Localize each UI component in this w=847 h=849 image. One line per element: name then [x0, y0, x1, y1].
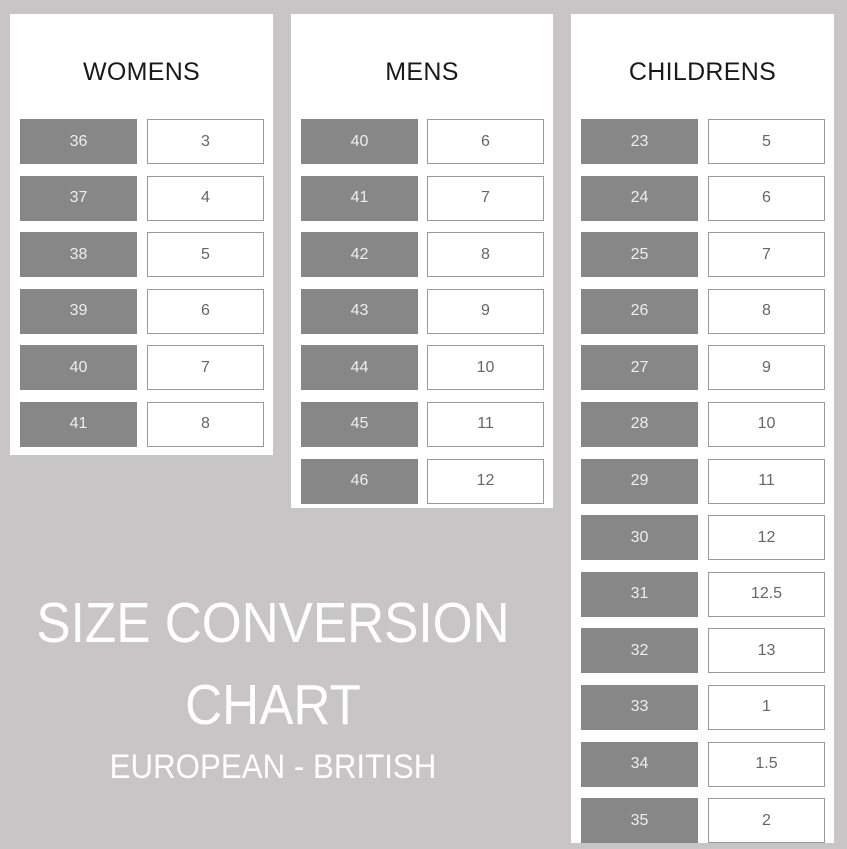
european-size-cell: 40 [20, 345, 137, 391]
european-size-cell: 24 [581, 175, 698, 221]
european-size-cell: 41 [20, 401, 137, 447]
mens-heading: MENS [385, 58, 459, 86]
size-row: 26 8 [581, 288, 825, 334]
chart-title-line1: SIZE CONVERSION [36, 591, 510, 655]
european-size-cell: 34 [581, 741, 698, 787]
british-size-cell: 7 [147, 345, 264, 391]
british-size-cell: 8 [708, 288, 825, 334]
british-size-cell: 9 [427, 288, 544, 334]
size-row: 38 5 [20, 232, 264, 278]
european-size-cell: 37 [20, 175, 137, 221]
size-row: 34 1.5 [581, 741, 825, 787]
womens-rows: 36 3 37 4 38 5 39 6 40 7 41 8 [20, 119, 264, 447]
european-size-cell: 23 [581, 119, 698, 164]
size-row: 40 7 [20, 345, 264, 391]
british-size-cell: 8 [427, 232, 544, 278]
childrens-rows: 23 5 24 6 25 7 26 8 27 9 28 10 29 11 30 12 31 12.5 32 13 33 1… [581, 119, 825, 844]
european-size-cell: 32 [581, 628, 698, 674]
british-size-cell: 13 [708, 628, 825, 674]
size-row: 30 12 [581, 515, 825, 561]
womens-size-table: WOMENS 36 3 37 4 38 5 39 6 40 7 41 8 [10, 14, 273, 455]
european-size-cell: 25 [581, 232, 698, 278]
european-size-cell: 44 [301, 345, 418, 391]
british-size-cell: 6 [427, 119, 544, 164]
european-size-cell: 36 [20, 119, 137, 164]
size-row: 23 5 [581, 119, 825, 164]
chart-subtitle: EUROPEAN - BRITISH [109, 748, 437, 786]
british-size-cell: 10 [708, 401, 825, 447]
childrens-heading: CHILDRENS [628, 58, 777, 86]
british-size-cell: 6 [708, 175, 825, 221]
mens-size-table: MENS 40 6 41 7 42 8 43 9 44 10 45 11 46 12 [291, 14, 553, 508]
european-size-cell: 46 [301, 458, 418, 504]
european-size-cell: 38 [20, 232, 137, 278]
size-row: 25 7 [581, 232, 825, 278]
british-size-cell: 12 [708, 515, 825, 561]
european-size-cell: 35 [581, 798, 698, 844]
european-size-cell: 27 [581, 345, 698, 391]
size-row: 32 13 [581, 628, 825, 674]
british-size-cell: 7 [427, 175, 544, 221]
size-row: 29 11 [581, 458, 825, 504]
british-size-cell: 10 [427, 345, 544, 391]
size-row: 41 8 [20, 401, 264, 447]
british-size-cell: 6 [147, 288, 264, 334]
european-size-cell: 42 [301, 232, 418, 278]
size-row: 46 12 [301, 458, 544, 504]
size-row: 44 10 [301, 345, 544, 391]
european-size-cell: 26 [581, 288, 698, 334]
european-size-cell: 29 [581, 458, 698, 504]
european-size-cell: 40 [301, 119, 418, 164]
british-size-cell: 11 [708, 458, 825, 504]
size-row: 45 11 [301, 401, 544, 447]
british-size-cell: 5 [147, 232, 264, 278]
british-size-cell: 1.5 [708, 741, 825, 787]
european-size-cell: 30 [581, 515, 698, 561]
british-size-cell: 4 [147, 175, 264, 221]
size-row: 43 9 [301, 288, 544, 334]
british-size-cell: 11 [427, 401, 544, 447]
size-row: 42 8 [301, 232, 544, 278]
european-size-cell: 28 [581, 401, 698, 447]
british-size-cell: 12 [427, 458, 544, 504]
size-row: 31 12.5 [581, 571, 825, 617]
mens-rows: 40 6 41 7 42 8 43 9 44 10 45 11 46 12 [301, 119, 544, 504]
womens-heading: WOMENS [82, 58, 201, 86]
british-size-cell: 1 [708, 684, 825, 730]
size-row: 28 10 [581, 401, 825, 447]
size-row: 40 6 [301, 119, 544, 164]
childrens-size-table: CHILDRENS 23 5 24 6 25 7 26 8 27 9 28 10 29 11 30 12 31 1… [571, 14, 834, 844]
size-row: 35 2 [581, 798, 825, 844]
size-row: 41 7 [301, 175, 544, 221]
british-size-cell: 5 [708, 119, 825, 164]
size-row: 27 9 [581, 345, 825, 391]
british-size-cell: 3 [147, 119, 264, 164]
british-size-cell: 2 [708, 798, 825, 844]
size-row: 36 3 [20, 119, 264, 164]
size-row: 39 6 [20, 288, 264, 334]
european-size-cell: 31 [581, 571, 698, 617]
british-size-cell: 12.5 [708, 571, 825, 617]
european-size-cell: 39 [20, 288, 137, 334]
size-row: 37 4 [20, 175, 264, 221]
british-size-cell: 8 [147, 401, 264, 447]
european-size-cell: 41 [301, 175, 418, 221]
size-row: 33 1 [581, 684, 825, 730]
british-size-cell: 7 [708, 232, 825, 278]
chart-title-line2: CHART [185, 673, 361, 737]
european-size-cell: 43 [301, 288, 418, 334]
european-size-cell: 33 [581, 684, 698, 730]
size-row: 24 6 [581, 175, 825, 221]
british-size-cell: 9 [708, 345, 825, 391]
european-size-cell: 45 [301, 401, 418, 447]
